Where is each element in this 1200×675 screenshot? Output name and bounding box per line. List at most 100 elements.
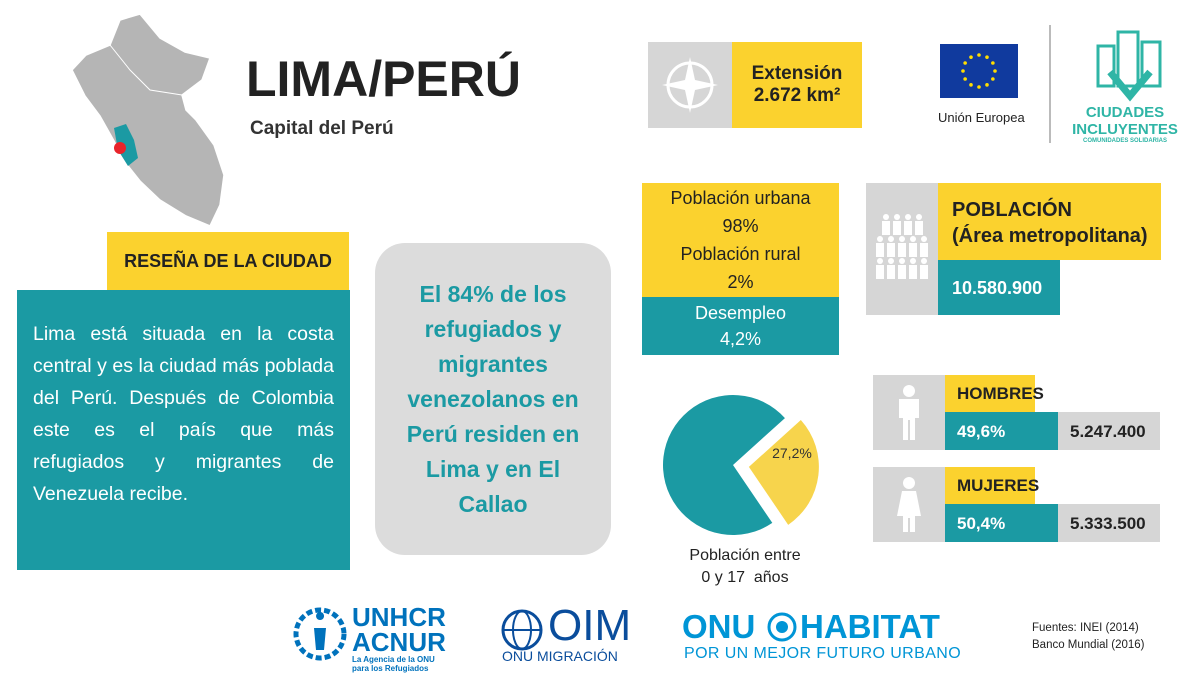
crowd-head: [894, 214, 900, 220]
crowd-body: [898, 243, 906, 257]
body: [899, 398, 919, 440]
woman-icon-box: [873, 467, 945, 542]
urban-rural-box: Población urbana 98% Población rural 2%: [642, 183, 839, 297]
acnur-tag: para los Refugiados: [352, 664, 429, 673]
building: [1096, 44, 1116, 88]
onu-emblem: [767, 612, 797, 642]
crowd-head: [899, 236, 905, 242]
pie-rest: [663, 394, 785, 535]
oim-sub: ONU MIGRACIÓN: [502, 648, 618, 664]
peru-map: [71, 13, 225, 227]
crowd-body: [904, 221, 912, 235]
unemployment-label: Desempleo: [694, 303, 787, 323]
unemployment-value: 4,2%: [719, 329, 762, 349]
pie-label: 27,2%: [772, 445, 812, 461]
pie-caption: Población entre 0 y 17 años: [660, 545, 830, 589]
head: [903, 476, 915, 489]
population-heading-box: POBLACIÓN (Área metropolitana): [938, 183, 1161, 260]
review-text: Lima está situada en la costa central y …: [17, 290, 350, 570]
highlight-box: El 84% de los refugiados y migrantes ven…: [375, 243, 611, 555]
lima-dot: [114, 142, 126, 154]
pie-chart: 27,2%: [663, 394, 819, 535]
ciudades-icon: [1096, 30, 1162, 102]
subtitle: Capital del Perú: [250, 118, 394, 139]
eu-stars: [961, 53, 997, 89]
building: [1116, 30, 1140, 88]
women-count: 5.333.500: [1058, 504, 1160, 542]
crowd-icon: [876, 214, 928, 279]
crowd-head: [921, 236, 927, 242]
emblem-core: [776, 621, 788, 633]
ciudades-line: CIUDADES: [1085, 104, 1165, 121]
onu: ONU: [682, 608, 756, 645]
crowd-head: [877, 258, 883, 264]
crowd-head: [877, 236, 883, 242]
eu-flag-bg: [940, 44, 1018, 98]
eu-star: [969, 83, 973, 87]
urban-label: Población urbana: [670, 188, 811, 208]
crowd-head: [905, 214, 911, 220]
crowd-head: [888, 258, 894, 264]
unemployment-box: Desempleo 4,2%: [642, 297, 839, 355]
emblem-figure: [314, 612, 326, 650]
eu-star: [977, 53, 981, 57]
woman-icon: [897, 476, 921, 532]
ciudades-line: INCLUYENTES: [1072, 121, 1178, 138]
men-count: 5.247.400: [1058, 412, 1160, 450]
pie-slice: [748, 419, 819, 525]
eu-star: [991, 77, 995, 81]
source: Fuentes: INEI (2014): [1032, 622, 1139, 634]
urban-value: 98%: [722, 216, 759, 236]
pie-caption-line: Población entre: [689, 547, 801, 564]
compass-star: [662, 57, 718, 113]
crowd-body: [887, 265, 895, 279]
crowd-body: [915, 221, 923, 235]
oim: OIM: [548, 601, 632, 650]
crowd-head: [883, 214, 889, 220]
emblem-ring: [293, 607, 347, 661]
crowd-head: [888, 236, 894, 242]
crowd-body: [893, 221, 901, 235]
body: [897, 490, 921, 532]
extension-value: 2.672 km²: [753, 85, 841, 106]
emblem: [767, 612, 797, 642]
crowd-head: [921, 258, 927, 264]
oim-globe: [501, 609, 543, 651]
compass-icon: [662, 57, 718, 113]
ciudades-logo: CIUDADES INCLUYENTES COMUNIDADES SOLIDAR…: [1062, 104, 1188, 144]
crowd-head: [916, 214, 922, 220]
crowd-body: [909, 243, 917, 257]
eu-star: [985, 83, 989, 87]
women-label: MUJERES: [945, 467, 1039, 504]
review-heading: RESEÑA DE LA CIUDAD: [107, 232, 349, 290]
sources: Fuentes: INEI (2014) Banco Mundial (2016…: [1032, 620, 1145, 654]
crowd-body: [898, 265, 906, 279]
acnur: ACNUR: [352, 627, 446, 657]
highlight-text: El 84% de los refugiados y migrantes ven…: [406, 280, 580, 517]
heart: [1107, 69, 1153, 102]
eu-star: [993, 69, 997, 73]
eu-star: [991, 61, 995, 65]
eu-star: [969, 55, 973, 59]
man-icon: [899, 384, 919, 440]
crowd-body: [876, 243, 884, 257]
eu-star: [963, 61, 967, 65]
lima-region: [114, 124, 138, 166]
population-heading: POBLACIÓN: [952, 199, 1072, 221]
unhcr-emblem: [293, 607, 347, 661]
population-total: 10.580.900: [938, 260, 1060, 315]
eu-star: [961, 69, 965, 73]
crowd-head: [910, 258, 916, 264]
men-label: HOMBRES: [945, 375, 1044, 412]
ciudades-tag: COMUNIDADES SOLIDARIAS: [1082, 138, 1167, 144]
eu-star: [977, 85, 981, 89]
habitat-tag: POR UN MEJOR FUTURO URBANO: [684, 645, 962, 662]
crowd-head: [899, 258, 905, 264]
acnur-tag: La Agencia de la ONU: [352, 655, 435, 664]
building: [1140, 40, 1162, 88]
habitat: HABITAT: [800, 608, 940, 645]
rural-value: 2%: [727, 272, 754, 292]
eu-star: [963, 77, 967, 81]
